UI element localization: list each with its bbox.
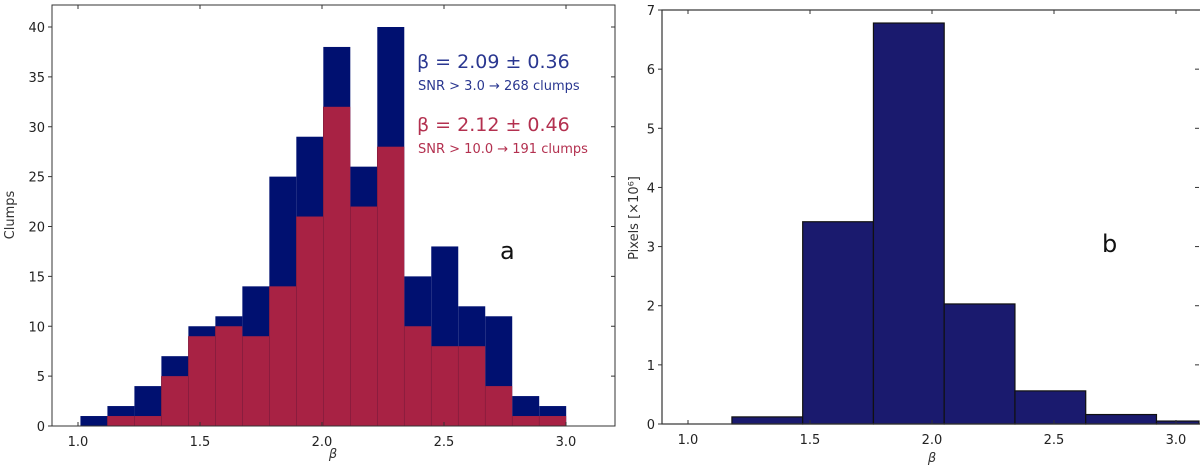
- panel-b-label: b: [1102, 230, 1117, 258]
- panel-a-bar-series2: [215, 326, 243, 426]
- panel-b-ytick-label: 1: [647, 359, 655, 374]
- panel-a-ytick-label: 10: [28, 320, 45, 335]
- panel-a-ytick-label: 40: [28, 21, 45, 36]
- panel-b-bar-series1: [731, 416, 804, 425]
- panel-a-xlabel: β: [328, 447, 337, 462]
- panel-a-bar-series2: [512, 416, 540, 426]
- panel-a-ytick-label: 5: [37, 370, 45, 385]
- panel-b-bar-series1: [943, 303, 1016, 425]
- panel-b-ytick-label: 4: [647, 181, 655, 196]
- panel-a-bar-series2: [188, 336, 216, 426]
- panel-a-xtick-label: 3.0: [556, 435, 577, 450]
- panel-a-xtick-label: 1.0: [68, 435, 89, 450]
- panel-a-label: a: [500, 237, 515, 265]
- blue-cut-annotation: SNR > 3.0 → 268 clumps: [418, 79, 580, 94]
- panel-b-ytick-label: 3: [647, 241, 655, 256]
- panel-a-bar-series2: [458, 346, 486, 426]
- panel-a-ytick-label: 20: [28, 221, 45, 236]
- panel-b-ytick-label: 0: [647, 418, 655, 433]
- panel-a-ytick-label: 25: [28, 171, 45, 186]
- red-fit-annotation: β = 2.12 ± 0.46: [417, 114, 570, 136]
- panel-a-bar-series2: [350, 206, 378, 426]
- panel-a: 1.0 1.5 2.0 2.5 3.0 0 5 10 15 20 25 30 35 40 Clumps β…: [3, 4, 616, 462]
- panel-b-ylabel: Pixels [×10⁶]: [627, 176, 642, 260]
- panel-a-bar-series2: [242, 336, 270, 426]
- panel-b-xtick-label: 3.0: [1166, 433, 1187, 448]
- panel-a-xtick-label: 2.0: [312, 435, 333, 450]
- panel-a-bar-series2: [404, 326, 432, 426]
- panel-a-ylabel: Clumps: [3, 190, 18, 239]
- panel-a-bar-series2: [269, 286, 297, 426]
- panel-b-frame: [661, 9, 1200, 425]
- panel-a-ytick-label: 35: [28, 71, 45, 86]
- panel-b-ytick-label: 7: [647, 4, 655, 19]
- panel-a-bar-series2: [296, 216, 324, 426]
- panel-a-bar-series2: [323, 106, 351, 427]
- panel-a-xtick-label: 2.5: [434, 435, 455, 450]
- panel-b-ytick-label: 5: [647, 122, 655, 137]
- panel-a-bar-series2: [107, 416, 135, 426]
- panel-b-xtick-label: 2.5: [1044, 433, 1065, 448]
- panel-a-bar-series2: [539, 416, 567, 426]
- panel-a-xtick-label: 1.5: [190, 435, 211, 450]
- panel-b-xtick-label: 2.0: [922, 433, 943, 448]
- red-cut-annotation: SNR > 10.0 → 191 clumps: [418, 142, 588, 157]
- panel-a-frame: [51, 4, 616, 427]
- panel-a-ytick-label: 30: [28, 121, 45, 136]
- panel-a-bar-series2: [134, 416, 162, 426]
- panel-b-xtick-label: 1.5: [800, 433, 821, 448]
- panel-a-bar-series2: [377, 146, 405, 426]
- panel-a-bar-series2: [431, 346, 459, 426]
- panel-a-ytick-label: 0: [37, 420, 45, 435]
- panel-b-xlabel: β: [927, 451, 936, 466]
- panel-b-bar-series1: [1014, 390, 1087, 425]
- panel-b-ytick-label: 6: [647, 63, 655, 78]
- panel-b-xtick-label: 1.0: [678, 433, 699, 448]
- panel-b-bar-series1: [872, 22, 945, 425]
- panel-b-bar-series1: [802, 221, 875, 425]
- panel-b-bar-series1: [1085, 413, 1158, 425]
- panel-b-ytick-label: 2: [647, 300, 655, 315]
- panel-a-bar-series2: [485, 386, 513, 426]
- panel-a-bar-series1: [80, 416, 108, 426]
- panel-a-bar-series2: [161, 376, 189, 426]
- panel-a-ytick-label: 15: [28, 270, 45, 285]
- blue-fit-annotation: β = 2.09 ± 0.36: [417, 51, 570, 73]
